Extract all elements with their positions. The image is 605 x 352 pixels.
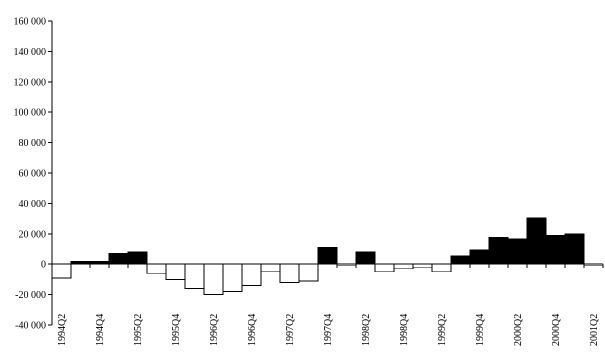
bar-2001Q1	[564, 233, 585, 265]
x-tick-label: 1998Q2	[361, 314, 372, 346]
x-tick-label: 2000Q4	[551, 314, 562, 346]
bar-1996Q4	[241, 263, 262, 286]
bar-1997Q3	[298, 263, 319, 282]
bar-1997Q4	[317, 247, 338, 265]
bar-2000Q2	[507, 238, 528, 265]
x-tick-label: 1994Q2	[57, 314, 68, 346]
y-tick-label: 80 000	[19, 138, 47, 149]
x-tick-label: 1999Q2	[437, 314, 448, 346]
bar-2000Q3	[526, 217, 547, 265]
y-tick-label: 120 000	[14, 77, 47, 88]
bar-2000Q4	[545, 234, 566, 265]
x-tick-label: 1999Q4	[475, 314, 486, 346]
bar-1994Q2	[51, 263, 72, 279]
y-tick-label: -20 000	[15, 290, 46, 301]
y-tick-label: 40 000	[19, 199, 47, 210]
bar-1995Q1	[108, 253, 129, 265]
bar-1998Q3	[374, 263, 395, 273]
bar-1999Q2	[431, 263, 452, 273]
x-tick-label: 1995Q2	[133, 314, 144, 346]
x-tick-label: 1997Q4	[323, 314, 334, 346]
y-tick-label: 0	[41, 260, 46, 271]
bar-2000Q1	[488, 237, 509, 265]
bar-1999Q4	[469, 249, 490, 265]
x-axis: 1994Q2 1994Q4 1995Q2 1995Q4 1996Q2 1996Q4 1997…	[51, 263, 604, 346]
bar-1998Q2	[355, 251, 376, 265]
bars	[51, 217, 604, 296]
bar-1996Q2	[203, 263, 224, 296]
bar-1997Q2	[279, 263, 300, 283]
y-tick-label: 100 000	[14, 108, 47, 119]
bar-1996Q1	[184, 263, 205, 289]
x-tick-label: 1994Q4	[95, 314, 106, 346]
bar-1998Q4	[393, 263, 414, 270]
y-tick-label: 60 000	[19, 169, 47, 180]
x-tick-label: 1995Q4	[171, 314, 182, 346]
bar-1999Q3	[450, 255, 471, 265]
x-tick-label: 1996Q2	[209, 314, 220, 346]
bar-1997Q1	[260, 263, 281, 273]
x-tick-label: 1996Q4	[247, 314, 258, 346]
bar-1995Q4	[165, 263, 186, 280]
y-tick-label: 160 000	[14, 17, 47, 28]
bar-1996Q3	[222, 263, 243, 292]
y-tick-label: 20 000	[19, 229, 47, 240]
x-tick-label: 1998Q4	[399, 314, 410, 346]
y-tick-label: -40 000	[15, 321, 46, 332]
y-tick-label: 140 000	[14, 47, 47, 58]
x-tick-label: 1997Q2	[285, 314, 296, 346]
x-tick-label: 2000Q2	[513, 314, 524, 346]
y-axis: 160 000 140 000 120 000 100 000 80 000 60 000…	[14, 17, 53, 332]
bar-1995Q3	[146, 263, 167, 274]
bar-1995Q2	[127, 251, 148, 265]
x-tick-label: 2001Q2	[589, 314, 600, 346]
